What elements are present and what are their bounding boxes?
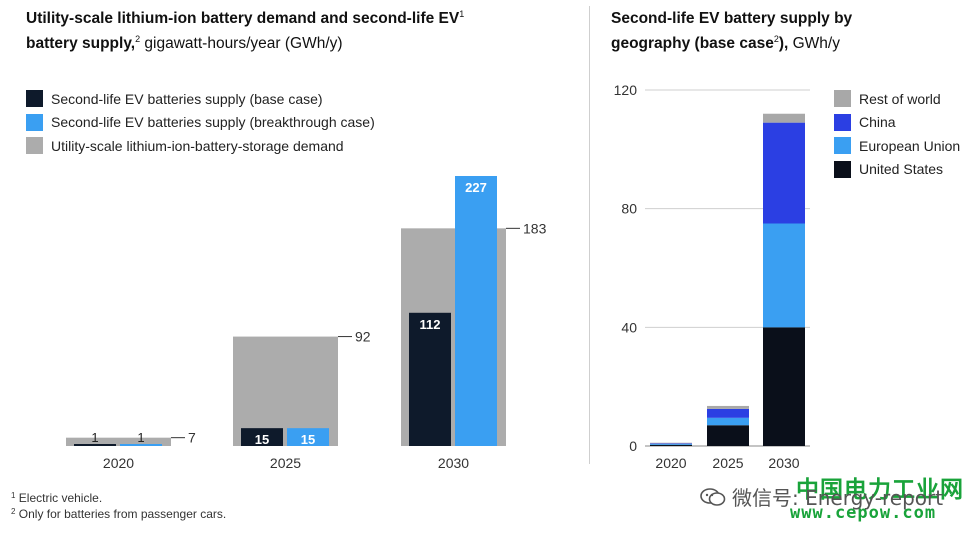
bar-rest-of-world-2030 bbox=[763, 113, 805, 123]
bar-demand-2025 bbox=[233, 336, 338, 446]
footnote-2-mark: 2 bbox=[11, 507, 16, 516]
y-tick-80: 80 bbox=[621, 201, 637, 217]
right-title-sup: 2 bbox=[773, 34, 779, 44]
legend-item-china: China bbox=[834, 111, 960, 135]
legend-swatch-storage-demand bbox=[26, 137, 43, 155]
y-tick-0: 0 bbox=[629, 438, 637, 454]
right-chart-title: Second-life EV battery supply by geograp… bbox=[611, 6, 951, 56]
legend-swatch-base-case bbox=[26, 90, 43, 108]
legend-label-china: China bbox=[859, 114, 896, 131]
left-chart-title: Utility-scale lithium-ion battery demand… bbox=[26, 6, 566, 56]
legend-swatch-breakthrough-case bbox=[26, 113, 43, 131]
bar-european-union-2025 bbox=[707, 417, 749, 426]
legend-item-united-states: United States bbox=[834, 158, 960, 182]
left-title-sup1: 1 bbox=[459, 9, 465, 19]
footnote-1-mark: 1 bbox=[11, 491, 16, 500]
legend-swatch-china bbox=[834, 113, 851, 131]
x-tick-left-2020: 2020 bbox=[103, 455, 134, 471]
bar-base-case-2020 bbox=[74, 444, 116, 446]
x-tick-left-2025: 2025 bbox=[270, 455, 301, 471]
right-title-bold2: geography (base case bbox=[611, 35, 774, 52]
footnote-2-text: Only for batteries from passenger cars. bbox=[15, 507, 227, 521]
bar-china-2030 bbox=[763, 122, 805, 224]
legend-swatch-european-union bbox=[834, 137, 851, 155]
panel-divider bbox=[589, 6, 590, 464]
bar-european-union-2030 bbox=[763, 223, 805, 328]
right-title-bold3: ), bbox=[778, 35, 789, 52]
y-tick-120: 120 bbox=[614, 82, 638, 98]
legend-label-united-states: United States bbox=[859, 161, 944, 178]
label-demand-2025: 92 bbox=[355, 329, 371, 345]
legend-item-breakthrough-case: Second-life EV batteries supply (breakth… bbox=[26, 111, 375, 135]
footnote-1: 1 Electric vehicle. bbox=[11, 490, 226, 506]
watermark-url: www.cepow.com bbox=[790, 503, 937, 523]
footnote-1-text: Electric vehicle. bbox=[15, 491, 103, 505]
bar-china-2020 bbox=[650, 443, 692, 444]
legend-item-rest-of-world: Rest of world bbox=[834, 87, 960, 111]
left-legend: Second-life EV batteries supply (base ca… bbox=[26, 87, 375, 158]
bar-united-states-2020 bbox=[650, 444, 692, 446]
bar-united-states-2030 bbox=[763, 327, 805, 446]
legend-swatch-rest-of-world bbox=[834, 90, 851, 108]
x-tick-left-2030: 2030 bbox=[438, 455, 469, 471]
right-title-bold: Second-life EV battery supply by bbox=[611, 10, 853, 27]
legend-item-base-case: Second-life EV batteries supply (base ca… bbox=[26, 87, 375, 111]
watermark-wechat-id: 微信号: Energy-report bbox=[732, 486, 944, 510]
bar-breakthrough-2020 bbox=[120, 444, 162, 446]
bar-rest-of-world-2025 bbox=[707, 405, 749, 409]
footnote-2: 2 Only for batteries from passenger cars… bbox=[11, 506, 226, 522]
label-demand-2020: 7 bbox=[188, 430, 196, 446]
bar-china-2025 bbox=[707, 408, 749, 418]
left-title-bold2: battery supply, bbox=[26, 35, 136, 52]
bar-breakthrough-2025 bbox=[287, 428, 329, 446]
legend-item-european-union: European Union bbox=[834, 134, 960, 158]
legend-label-rest-of-world: Rest of world bbox=[859, 90, 941, 107]
legend-label-breakthrough-case: Second-life EV batteries supply (breakth… bbox=[51, 114, 375, 131]
footnotes: 1 Electric vehicle. 2 Only for batteries… bbox=[11, 490, 226, 522]
left-title-units: gigawatt-hours/year (GWh/y) bbox=[140, 35, 343, 52]
bar-breakthrough-2030 bbox=[455, 176, 497, 446]
watermark-site-name: 中国电力工业网 bbox=[796, 477, 964, 503]
label-base-case-2020: 1 bbox=[91, 430, 98, 445]
bar-european-union-2020 bbox=[650, 443, 692, 445]
right-title-units: GWh/y bbox=[788, 35, 840, 52]
label-base-case-2025: 15 bbox=[255, 432, 269, 447]
label-breakthrough-2030: 227 bbox=[465, 180, 487, 195]
bar-demand-2020 bbox=[66, 437, 171, 446]
label-demand-2030: 183 bbox=[523, 220, 547, 236]
y-tick-40: 40 bbox=[621, 319, 637, 335]
legend-label-storage-demand: Utility-scale lithium-ion-battery-storag… bbox=[51, 137, 344, 154]
legend-label-base-case: Second-life EV batteries supply (base ca… bbox=[51, 90, 323, 107]
bar-base-case-2025 bbox=[241, 428, 283, 446]
x-tick-right-2030: 2030 bbox=[768, 455, 799, 471]
wechat-icon bbox=[700, 487, 726, 506]
label-breakthrough-2025: 15 bbox=[301, 432, 315, 447]
legend-swatch-united-states bbox=[834, 160, 851, 178]
bar-rest-of-world-2020 bbox=[650, 442, 692, 444]
legend-label-european-union: European Union bbox=[859, 137, 961, 154]
x-tick-right-2025: 2025 bbox=[712, 455, 743, 471]
legend-item-storage-demand: Utility-scale lithium-ion-battery-storag… bbox=[26, 134, 375, 158]
label-breakthrough-2020: 1 bbox=[137, 430, 144, 445]
watermark-wechat: 微信号: Energy-report bbox=[700, 482, 943, 511]
left-title-sup2: 2 bbox=[135, 34, 141, 44]
right-legend: Rest of world China European Union Unite… bbox=[834, 87, 960, 181]
bar-base-case-2030 bbox=[409, 312, 451, 446]
x-tick-right-2020: 2020 bbox=[655, 455, 686, 471]
left-title-bold: Utility-scale lithium-ion battery demand… bbox=[26, 10, 460, 27]
bar-united-states-2025 bbox=[707, 425, 749, 446]
label-base-case-2030: 112 bbox=[420, 317, 441, 332]
